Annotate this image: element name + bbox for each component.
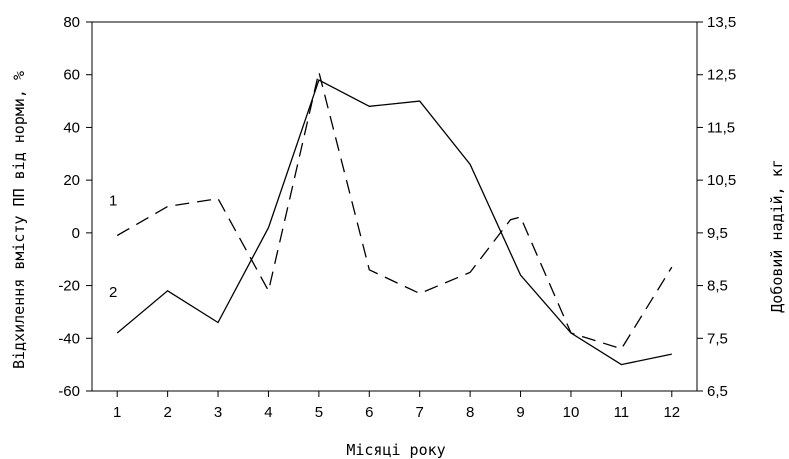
left-y-axis-title: Відхилення вмісту ПП від норми, %	[10, 71, 28, 369]
left-y-tick-label: -60	[58, 383, 80, 400]
x-tick-label: 1	[113, 404, 121, 421]
series-layer: 12	[109, 71, 673, 366]
series-1-label: 1	[109, 192, 117, 209]
x-tick-label: 6	[365, 404, 373, 421]
right-y-axis-title: Добовий надій, кг	[768, 159, 786, 313]
right-y-tick-label: 13,5	[707, 14, 736, 31]
right-y-tick-label: 9,5	[707, 225, 728, 242]
x-tick-label: 9	[516, 404, 524, 421]
left-y-tick-label: 80	[63, 14, 80, 31]
right-y-tick-label: 10,5	[707, 172, 736, 189]
x-axis-title: Місяці року	[346, 441, 445, 459]
right-y-tick-label: 8,5	[707, 278, 728, 295]
x-tick-label: 5	[315, 404, 323, 421]
left-y-tick-label: 0	[72, 225, 80, 242]
right-y-axis: 13,5 12,5 11,5 10,5 9,5 8,5 7,5 6,5	[697, 14, 736, 400]
left-y-tick-label: 20	[63, 172, 80, 189]
plot-frame	[91, 21, 698, 392]
left-y-tick-label: -20	[58, 278, 80, 295]
left-y-tick-label: 60	[63, 67, 80, 84]
x-axis: 1 2 3 4 5 6 7 8 9 10 11 12	[113, 391, 680, 421]
left-y-tick-label: -40	[58, 330, 80, 347]
x-tick-label: 12	[663, 404, 680, 421]
x-tick-label: 4	[264, 404, 272, 421]
x-tick-label: 7	[416, 404, 424, 421]
right-y-tick-label: 6,5	[707, 383, 728, 400]
x-tick-label: 8	[466, 404, 474, 421]
right-y-tick-label: 11,5	[707, 119, 735, 136]
series-1-line	[116, 71, 673, 350]
plot-border	[91, 21, 698, 392]
x-tick-label: 3	[214, 404, 222, 421]
right-y-tick-label: 12,5	[707, 67, 736, 84]
x-tick-label: 11	[614, 404, 630, 421]
x-tick-label: 2	[163, 404, 171, 421]
left-y-tick-label: 40	[63, 119, 80, 136]
right-y-tick-label: 7,5	[707, 330, 728, 347]
left-y-axis: 80 60 40 20 0 -20 -40 -60	[58, 14, 92, 400]
series-2-label: 2	[109, 284, 117, 301]
series-2-line	[116, 79, 672, 366]
x-tick-label: 10	[563, 404, 580, 421]
